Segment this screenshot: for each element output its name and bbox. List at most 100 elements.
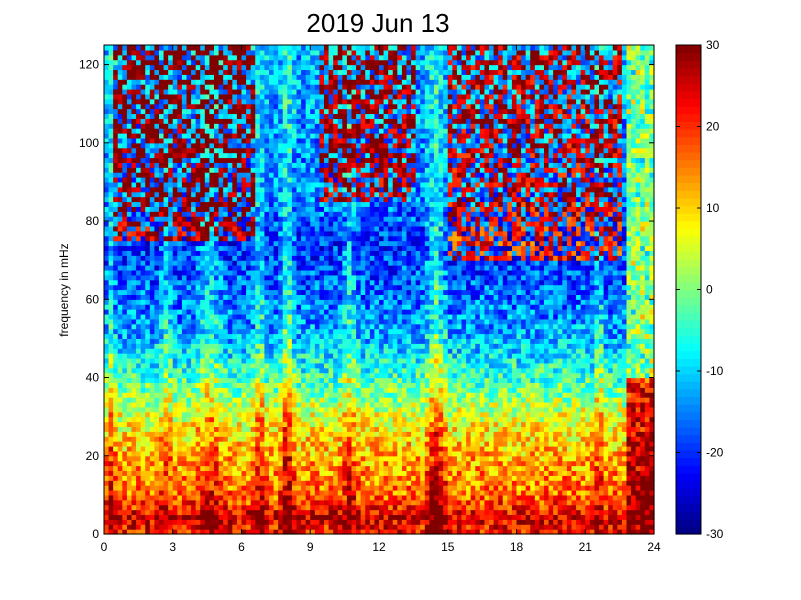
- heatmap-cell: [131, 255, 137, 261]
- heatmap-cell: [168, 167, 174, 173]
- heatmap-cell: [296, 108, 302, 115]
- heatmap-cell: [264, 509, 270, 516]
- heatmap-cell: [223, 441, 229, 447]
- heatmap-cell: [136, 84, 142, 90]
- heatmap-cell: [122, 519, 128, 525]
- heatmap-cell: [113, 79, 119, 85]
- heatmap-cell: [241, 411, 247, 418]
- heatmap-cell: [278, 240, 284, 247]
- heatmap-cell: [186, 421, 192, 428]
- heatmap-cell: [122, 514, 128, 520]
- heatmap-cell: [209, 240, 215, 247]
- heatmap-cell: [168, 382, 174, 388]
- heatmap-cell: [246, 211, 252, 217]
- heatmap-cell: [154, 245, 160, 251]
- heatmap-cell: [305, 318, 311, 325]
- heatmap-cell: [108, 196, 114, 203]
- heatmap-cell: [250, 411, 256, 418]
- heatmap-cell: [259, 201, 266, 207]
- heatmap-cell: [163, 128, 169, 134]
- heatmap-cell: [126, 436, 133, 442]
- heatmap-cell: [191, 450, 197, 457]
- heatmap-cell: [104, 445, 110, 452]
- heatmap-cell: [310, 191, 316, 198]
- heatmap-cell: [246, 299, 252, 305]
- heatmap-cell: [278, 84, 284, 90]
- heatmap-cell: [273, 304, 279, 310]
- heatmap-cell: [159, 406, 165, 413]
- heatmap-cell: [227, 309, 233, 315]
- heatmap-cell: [108, 216, 114, 222]
- heatmap-cell: [236, 470, 243, 476]
- heatmap-cell: [232, 274, 238, 281]
- heatmap-cell: [172, 142, 178, 149]
- heatmap-cell: [319, 137, 325, 144]
- heatmap-cell: [328, 357, 334, 364]
- heatmap-cell: [195, 142, 201, 149]
- heatmap-cell: [163, 494, 169, 501]
- heatmap-cell: [314, 118, 321, 124]
- heatmap-cell: [186, 382, 192, 388]
- heatmap-cell: [168, 103, 174, 110]
- heatmap-cell: [255, 137, 261, 144]
- heatmap-cell: [241, 519, 247, 525]
- heatmap-cell: [177, 397, 183, 403]
- heatmap-cell: [186, 245, 192, 251]
- heatmap-cell: [287, 79, 293, 85]
- heatmap-cell: [177, 431, 183, 437]
- heatmap-cell: [122, 186, 128, 193]
- heatmap-cell: [126, 245, 133, 251]
- heatmap-cell: [200, 245, 206, 251]
- heatmap-cell: [269, 245, 275, 251]
- heatmap-cell: [104, 49, 110, 56]
- heatmap-cell: [232, 426, 238, 432]
- heatmap-cell: [241, 426, 247, 432]
- heatmap-cell: [145, 240, 151, 247]
- heatmap-cell: [319, 392, 325, 398]
- heatmap-cell: [136, 313, 142, 320]
- heatmap-cell: [314, 421, 321, 428]
- heatmap-cell: [181, 181, 188, 188]
- heatmap-cell: [319, 230, 325, 237]
- heatmap-cell: [287, 89, 293, 95]
- heatmap-cell: [126, 250, 133, 256]
- heatmap-cell: [195, 225, 201, 232]
- heatmap-cell: [273, 84, 279, 90]
- heatmap-cell: [204, 309, 211, 315]
- heatmap-cell: [122, 235, 128, 242]
- heatmap-cell: [324, 240, 330, 247]
- heatmap-cell: [159, 235, 165, 242]
- heatmap-cell: [136, 201, 142, 207]
- heatmap-cell: [241, 445, 247, 452]
- heatmap-cell: [177, 480, 183, 486]
- heatmap-cell: [310, 309, 316, 315]
- heatmap-cell: [236, 211, 243, 217]
- heatmap-cell: [296, 74, 302, 80]
- heatmap-cell: [301, 230, 307, 237]
- heatmap-cell: [319, 499, 325, 506]
- heatmap-cell: [126, 201, 133, 207]
- heatmap-cell: [177, 245, 183, 251]
- heatmap-cell: [282, 372, 288, 379]
- heatmap-cell: [214, 480, 220, 486]
- heatmap-cell: [319, 524, 325, 530]
- heatmap-cell: [301, 274, 307, 281]
- heatmap-cell: [259, 240, 266, 247]
- heatmap-cell: [236, 118, 243, 124]
- heatmap-cell: [214, 260, 220, 266]
- heatmap-cell: [117, 353, 123, 359]
- heatmap-cell: [104, 343, 110, 349]
- heatmap-cell: [113, 235, 119, 242]
- heatmap-cell: [154, 323, 160, 330]
- heatmap-cell: [296, 470, 302, 476]
- heatmap-cell: [209, 367, 215, 374]
- heatmap-cell: [269, 357, 275, 364]
- heatmap-cell: [236, 49, 243, 56]
- heatmap-cell: [200, 431, 206, 437]
- heatmap-cell: [259, 460, 266, 467]
- heatmap-cell: [296, 411, 302, 418]
- heatmap-cell: [200, 167, 206, 173]
- heatmap-cell: [250, 45, 256, 51]
- heatmap-cell: [241, 74, 247, 80]
- heatmap-cell: [204, 191, 211, 198]
